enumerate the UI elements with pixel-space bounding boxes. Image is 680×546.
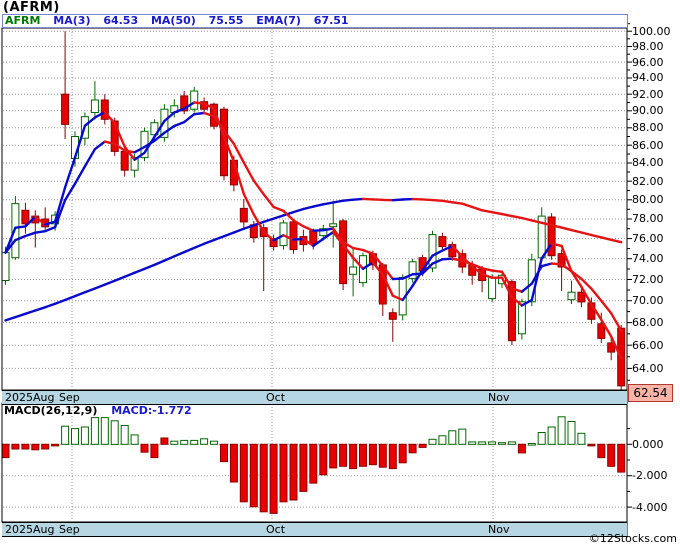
price-axis-label: 96.00	[632, 55, 664, 69]
macd-value-label: MACD:-1.772	[111, 404, 192, 417]
price-axis-label: 88.00	[632, 121, 664, 135]
price-axis-label: 86.00	[632, 138, 664, 152]
ma3-label: MA(3)	[53, 14, 91, 27]
price-axis-label: 90.00	[632, 104, 664, 118]
macd-params-label: MACD(26,12,9)	[4, 404, 98, 417]
month-label: Sep	[59, 391, 80, 404]
x-axis-strip-main: 2025Aug Sep Oct Nov	[2, 390, 627, 405]
indicator-legend: AFRM MA(3) 64.53 MA(50) 75.55 EMA(7) 67.…	[2, 14, 628, 28]
price-axis-label: 80.00	[632, 193, 664, 207]
price-axis-label: 68.00	[632, 316, 664, 330]
price-axis-label: 94.00	[632, 71, 664, 85]
x-axis-strip-macd: 2025Aug Sep Oct Nov	[2, 522, 627, 537]
macd-legend: MACD(26,12,9) MACD:-1.772	[4, 405, 202, 417]
copyright-watermark: ©12Stocks.com	[588, 532, 677, 545]
month-label: Nov	[488, 523, 510, 536]
month-label: 2025Aug	[5, 523, 55, 536]
month-label: Oct	[266, 523, 286, 536]
ma50-value: 75.55	[208, 14, 244, 27]
price-axis-label: 64.00	[632, 361, 664, 375]
price-axis-label: 84.00	[632, 156, 664, 170]
month-label: Sep	[59, 523, 80, 536]
ma50-label: MA(50)	[150, 14, 196, 27]
price-axis-label: 66.00	[632, 338, 664, 352]
price-axis-label: 78.00	[632, 212, 664, 226]
month-label: 2025Aug	[5, 391, 55, 404]
ema7-value: 67.51	[313, 14, 349, 27]
macd-axis-label: 0.000	[632, 437, 664, 451]
ma3-value: 64.53	[103, 14, 139, 27]
price-axis-label: 76.00	[632, 232, 664, 246]
price-axis-label: 72.00	[632, 272, 664, 286]
price-axis-label: 74.00	[632, 252, 664, 266]
macd-axis-label: -2.000	[632, 469, 668, 483]
price-axis-label: 100.00	[632, 24, 671, 38]
month-label: Oct	[266, 391, 286, 404]
price-axis-label: 92.00	[632, 87, 664, 101]
macd-axis-label: -4.000	[632, 500, 668, 514]
month-label: Nov	[488, 391, 510, 404]
price-axis-label: 98.00	[632, 39, 664, 53]
symbol-label: AFRM	[5, 14, 41, 27]
current-price-badge: 62.54	[628, 384, 673, 402]
ema7-label: EMA(7)	[256, 14, 301, 27]
price-axis-label: 70.00	[632, 294, 664, 308]
price-axis-label: 82.00	[632, 174, 664, 188]
page-title: (AFRM)	[3, 0, 60, 15]
